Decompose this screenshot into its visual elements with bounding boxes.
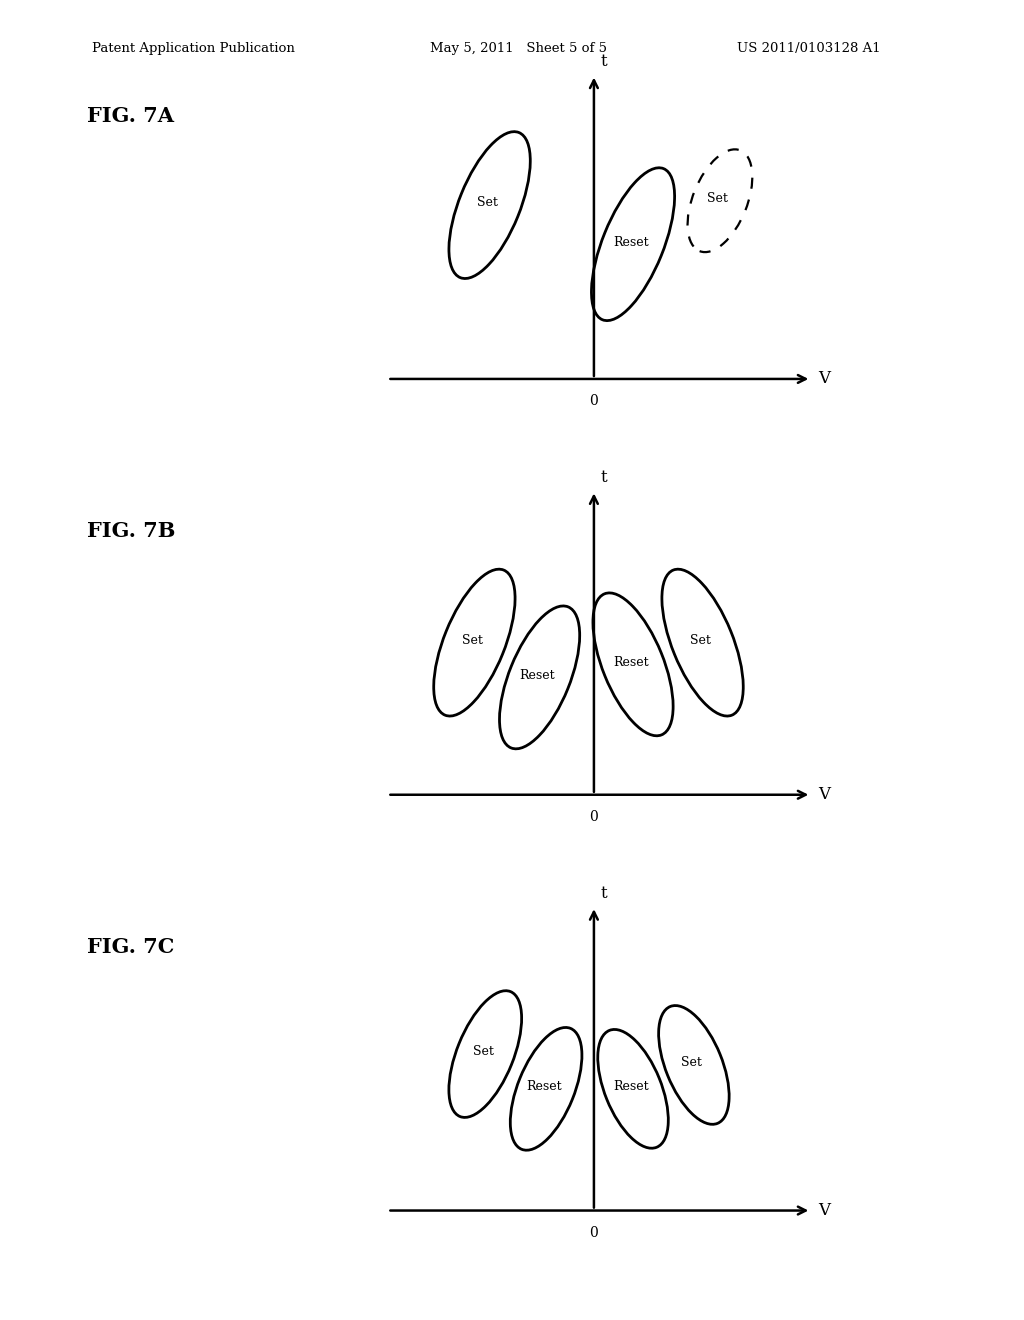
Text: FIG. 7B: FIG. 7B [87, 521, 175, 541]
Text: Set: Set [690, 634, 711, 647]
Text: Set: Set [462, 634, 482, 647]
Text: Set: Set [708, 193, 728, 205]
Text: 0: 0 [590, 395, 598, 408]
Text: Set: Set [681, 1056, 702, 1069]
Text: 0: 0 [590, 810, 598, 824]
Text: Reset: Reset [526, 1080, 562, 1093]
Text: Set: Set [473, 1045, 494, 1059]
Text: t: t [600, 884, 607, 902]
Text: V: V [818, 371, 829, 388]
Text: V: V [818, 1203, 829, 1220]
Text: FIG. 7C: FIG. 7C [87, 937, 174, 957]
Text: US 2011/0103128 A1: US 2011/0103128 A1 [737, 42, 881, 55]
Text: May 5, 2011   Sheet 5 of 5: May 5, 2011 Sheet 5 of 5 [430, 42, 607, 55]
Text: 0: 0 [590, 1226, 598, 1239]
Text: Reset: Reset [613, 1080, 648, 1093]
Text: Reset: Reset [519, 669, 555, 681]
Text: Set: Set [477, 197, 498, 210]
Text: V: V [818, 787, 829, 804]
Text: Patent Application Publication: Patent Application Publication [92, 42, 295, 55]
Text: Reset: Reset [613, 235, 648, 248]
Text: t: t [600, 469, 607, 486]
Text: FIG. 7A: FIG. 7A [87, 106, 174, 125]
Text: t: t [600, 53, 607, 70]
Text: Reset: Reset [613, 656, 648, 669]
